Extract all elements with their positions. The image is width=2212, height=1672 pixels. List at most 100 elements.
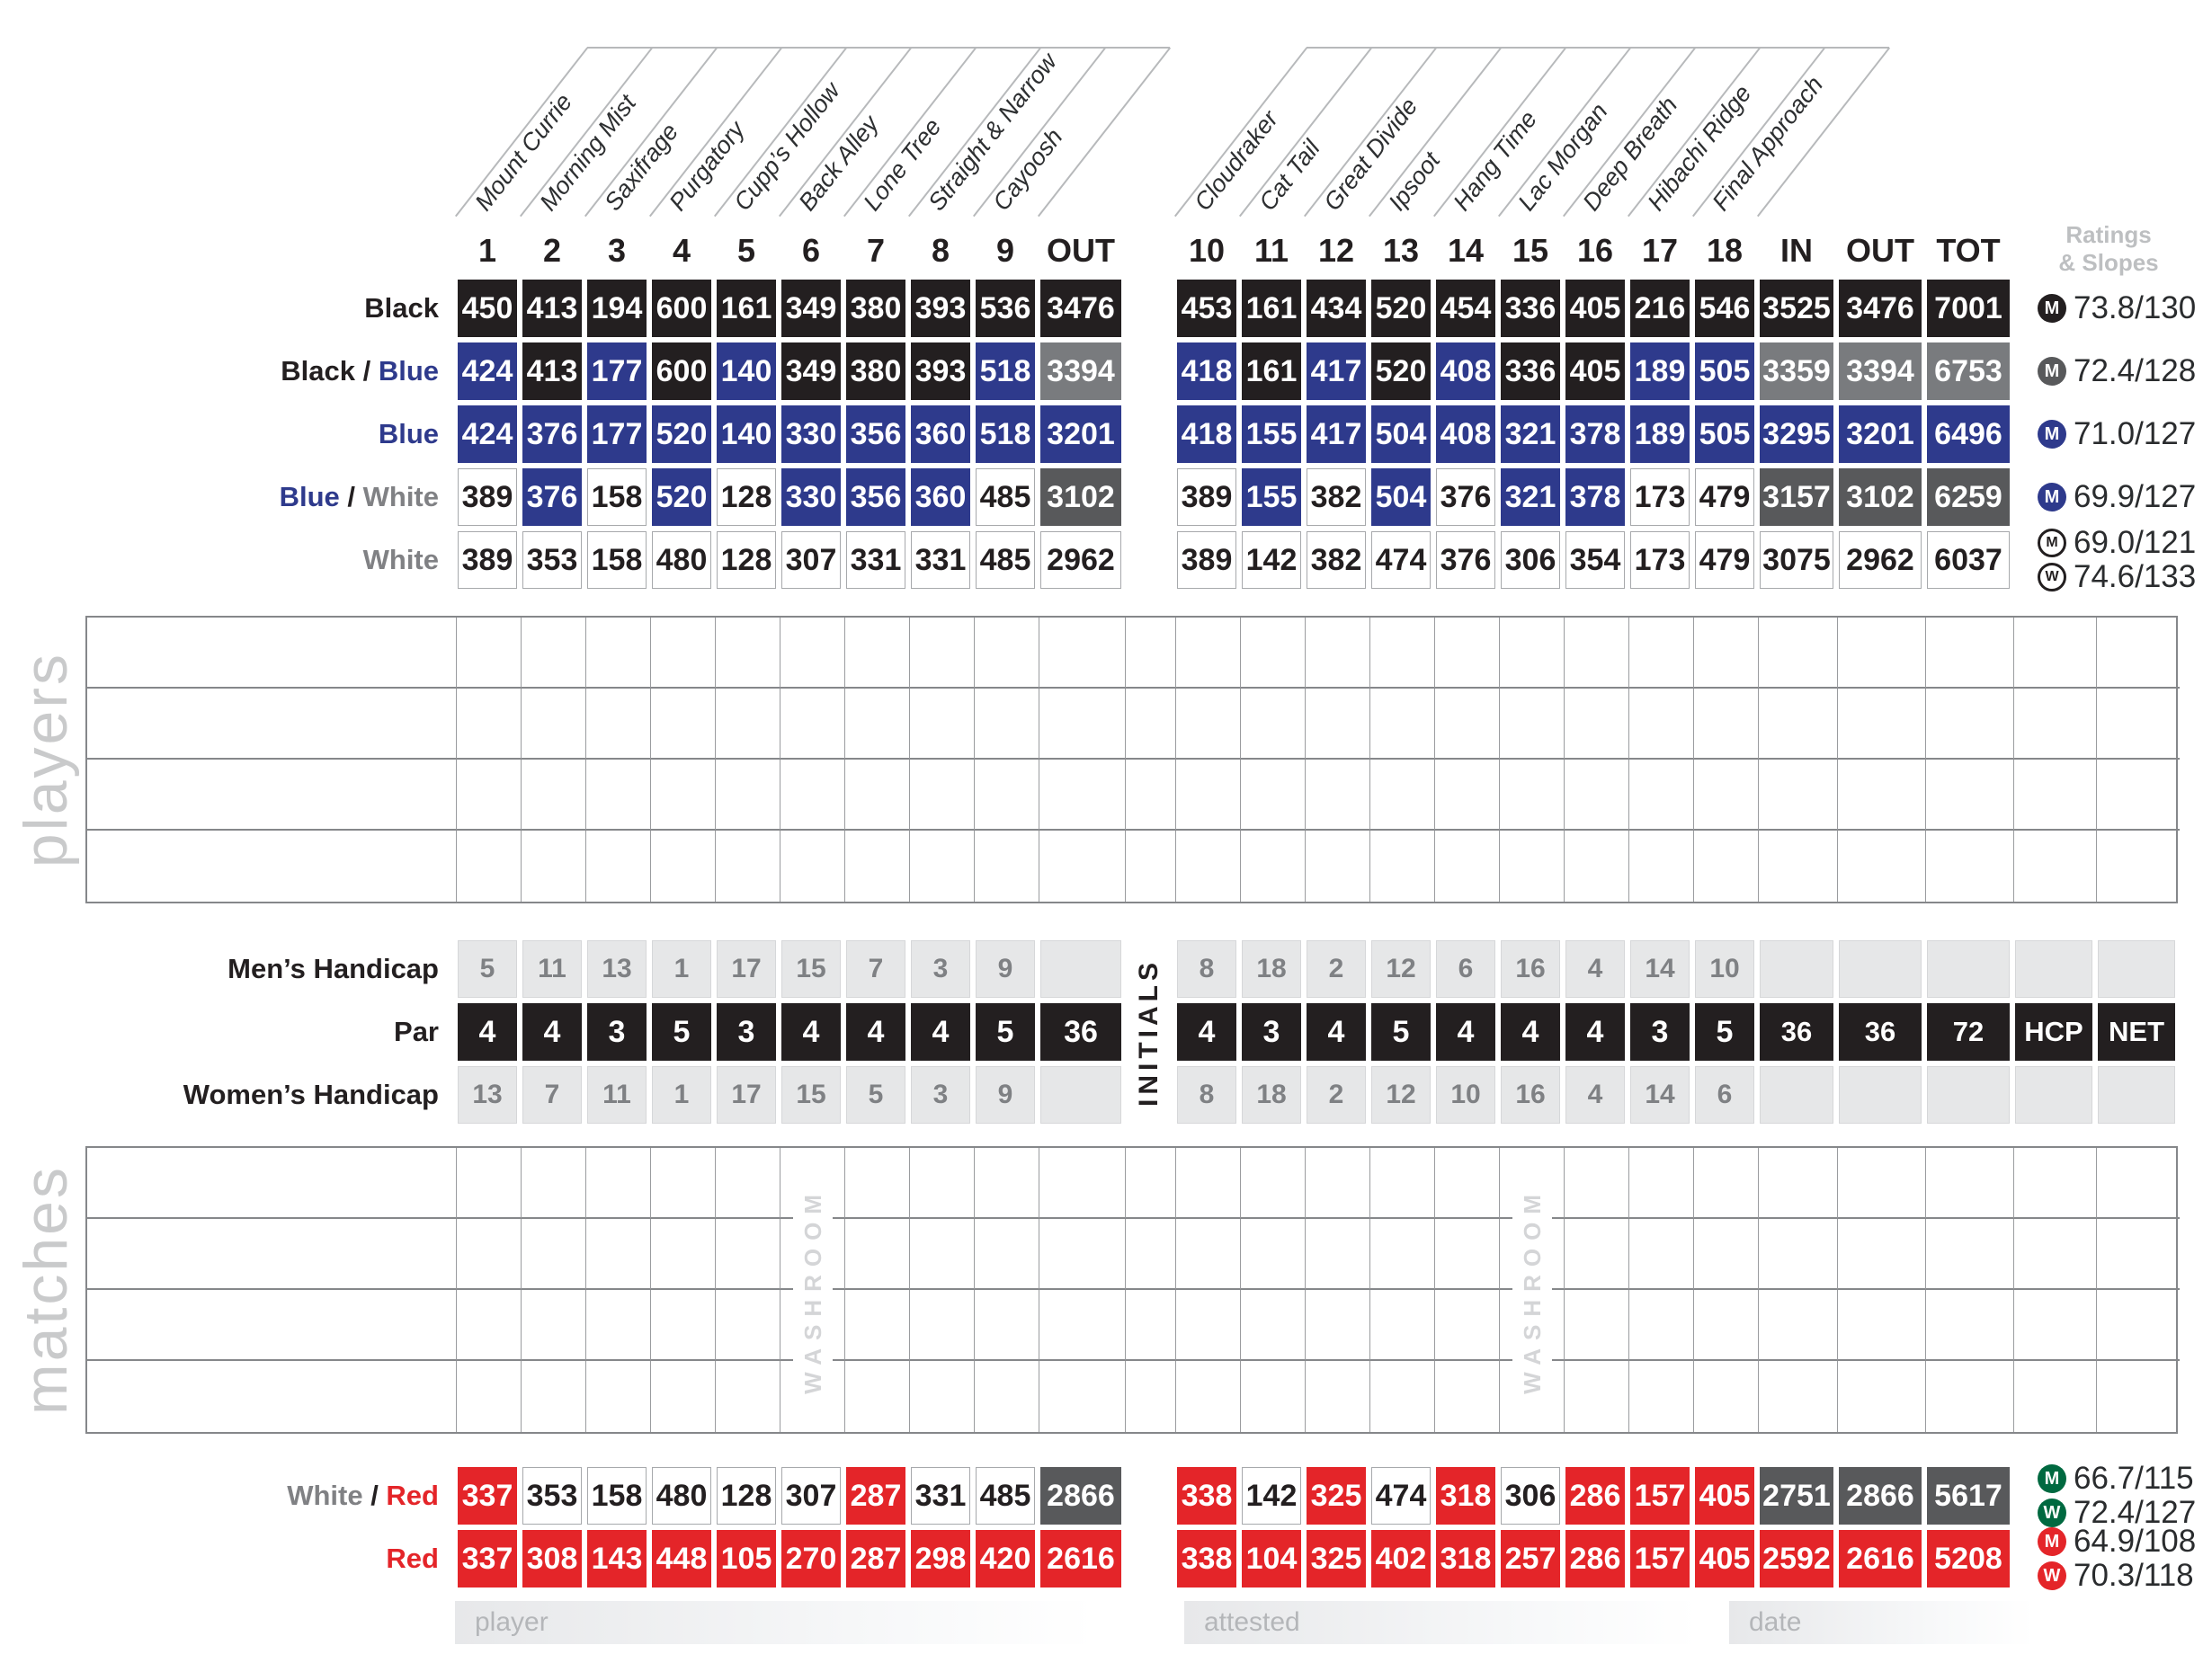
score-entry-cell[interactable] (1565, 1290, 1629, 1361)
score-entry-cell[interactable] (1039, 831, 1126, 902)
score-entry-cell[interactable] (1500, 689, 1565, 760)
score-entry-cell[interactable] (2097, 760, 2180, 831)
name-entry-cell[interactable] (87, 1290, 457, 1361)
score-entry-cell[interactable] (975, 1361, 1039, 1432)
name-entry-cell[interactable] (87, 1148, 457, 1219)
name-entry-cell[interactable] (87, 689, 457, 760)
score-entry-cell[interactable] (1838, 689, 1926, 760)
score-entry-cell[interactable] (1759, 1219, 1838, 1290)
score-entry-cell[interactable] (2097, 1219, 2180, 1290)
score-entry-cell[interactable] (2014, 689, 2097, 760)
score-entry-cell[interactable] (457, 1361, 522, 1432)
score-entry-cell[interactable] (1926, 618, 2014, 689)
score-entry-cell[interactable] (1629, 1148, 1694, 1219)
score-entry-cell[interactable] (1694, 618, 1759, 689)
score-entry-cell[interactable] (975, 689, 1039, 760)
score-entry-cell[interactable] (522, 618, 586, 689)
score-entry-cell[interactable] (586, 1361, 651, 1432)
score-entry-cell[interactable] (716, 1290, 780, 1361)
player-signature-field[interactable]: player (455, 1601, 1095, 1644)
score-entry-cell[interactable] (1500, 1361, 1565, 1432)
name-entry-cell[interactable] (87, 831, 457, 902)
score-entry-cell[interactable] (1926, 760, 2014, 831)
score-entry-cell[interactable] (586, 1219, 651, 1290)
score-entry-cell[interactable] (1039, 689, 1126, 760)
score-entry-cell[interactable] (2014, 1219, 2097, 1290)
score-entry-cell[interactable] (651, 618, 716, 689)
score-entry-cell[interactable] (1176, 618, 1241, 689)
score-entry-cell[interactable] (1176, 1219, 1241, 1290)
score-entry-cell[interactable] (910, 1361, 975, 1432)
score-entry-cell[interactable] (1759, 1290, 1838, 1361)
score-entry-cell[interactable] (845, 1219, 910, 1290)
score-entry-cell[interactable] (651, 831, 716, 902)
score-entry-cell[interactable] (1126, 1219, 1176, 1290)
score-entry-cell[interactable] (1565, 831, 1629, 902)
score-entry-cell[interactable] (2014, 618, 2097, 689)
name-entry-cell[interactable] (87, 760, 457, 831)
score-entry-cell[interactable] (1306, 1148, 1370, 1219)
score-entry-cell[interactable] (1126, 831, 1176, 902)
score-entry-cell[interactable] (845, 1148, 910, 1219)
score-entry-cell[interactable] (845, 831, 910, 902)
score-entry-cell[interactable] (1759, 760, 1838, 831)
score-entry-cell[interactable] (716, 689, 780, 760)
score-entry-cell[interactable] (651, 1290, 716, 1361)
score-entry-cell[interactable] (1241, 1148, 1306, 1219)
score-entry-cell[interactable] (1694, 760, 1759, 831)
score-entry-cell[interactable] (1306, 1290, 1370, 1361)
score-entry-cell[interactable] (1565, 1219, 1629, 1290)
score-entry-cell[interactable] (1694, 1361, 1759, 1432)
score-entry-cell[interactable] (1241, 689, 1306, 760)
score-entry-cell[interactable] (1039, 760, 1126, 831)
score-entry-cell[interactable] (1565, 760, 1629, 831)
score-entry-cell[interactable] (780, 831, 845, 902)
score-entry-cell[interactable] (1126, 618, 1176, 689)
score-entry-cell[interactable] (1241, 831, 1306, 902)
score-entry-cell[interactable] (1241, 618, 1306, 689)
score-entry-cell[interactable] (1126, 1148, 1176, 1219)
score-entry-cell[interactable] (457, 831, 522, 902)
score-entry-cell[interactable] (716, 831, 780, 902)
score-entry-cell[interactable] (2014, 760, 2097, 831)
score-entry-cell[interactable] (2097, 689, 2180, 760)
score-entry-cell[interactable] (910, 760, 975, 831)
score-entry-cell[interactable] (1126, 1361, 1176, 1432)
score-entry-cell[interactable] (651, 1361, 716, 1432)
score-entry-cell[interactable] (1306, 1361, 1370, 1432)
score-entry-cell[interactable] (975, 618, 1039, 689)
score-entry-cell[interactable] (1039, 1219, 1126, 1290)
score-entry-cell[interactable] (2014, 1148, 2097, 1219)
score-entry-cell[interactable] (1039, 1361, 1126, 1432)
score-entry-cell[interactable] (780, 618, 845, 689)
score-entry-cell[interactable] (1926, 1290, 2014, 1361)
score-entry-cell[interactable] (1629, 689, 1694, 760)
score-entry-cell[interactable] (1926, 1219, 2014, 1290)
score-entry-cell[interactable] (1039, 1290, 1126, 1361)
score-entry-cell[interactable] (586, 689, 651, 760)
score-entry-cell[interactable] (1241, 1219, 1306, 1290)
score-entry-cell[interactable] (2014, 1361, 2097, 1432)
score-entry-cell[interactable] (845, 1290, 910, 1361)
score-entry-cell[interactable] (522, 1219, 586, 1290)
score-entry-cell[interactable] (910, 831, 975, 902)
score-entry-cell[interactable] (1694, 1219, 1759, 1290)
score-entry-cell[interactable] (1500, 618, 1565, 689)
score-entry-cell[interactable] (975, 1219, 1039, 1290)
score-entry-cell[interactable] (1241, 1290, 1306, 1361)
score-entry-cell[interactable] (522, 760, 586, 831)
score-entry-cell[interactable] (1629, 1361, 1694, 1432)
score-entry-cell[interactable] (1565, 689, 1629, 760)
score-entry-cell[interactable] (457, 1290, 522, 1361)
score-entry-cell[interactable] (780, 1361, 845, 1432)
score-entry-cell[interactable] (522, 831, 586, 902)
score-entry-cell[interactable] (2014, 1290, 2097, 1361)
score-entry-cell[interactable] (522, 689, 586, 760)
score-entry-cell[interactable] (1435, 760, 1500, 831)
score-entry-cell[interactable] (1435, 689, 1500, 760)
score-entry-cell[interactable] (1629, 1219, 1694, 1290)
score-entry-cell[interactable] (1500, 831, 1565, 902)
score-entry-cell[interactable] (910, 1219, 975, 1290)
score-entry-cell[interactable] (1306, 831, 1370, 902)
score-entry-cell[interactable] (2097, 1148, 2180, 1219)
